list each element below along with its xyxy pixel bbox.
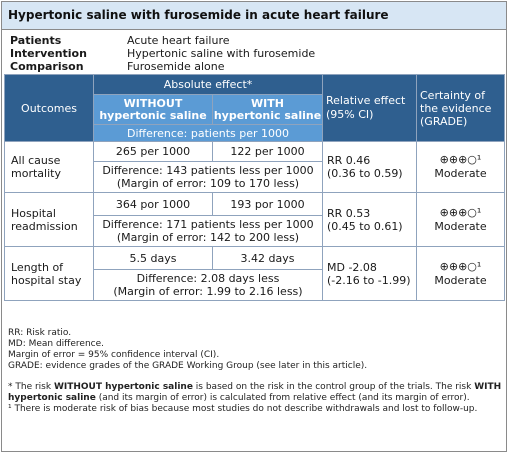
certainty-level: Moderate [434, 219, 487, 233]
pico-value: Hypertonic saline with furosemide [127, 47, 316, 60]
outcome-label: Hospital [11, 206, 56, 220]
difference-margin: (Margin of error: 109 to 170 less) [116, 177, 300, 190]
abbreviation-note: Margin of error = 95% confidence interva… [8, 350, 220, 360]
outcome-cell: Hospital readmission [4, 192, 94, 247]
with-value: 122 per 1000 [212, 141, 323, 162]
pico-label: Comparison [10, 60, 84, 73]
certainty-level: Moderate [434, 273, 487, 287]
outcome-cell: Length of hospital stay [4, 246, 94, 301]
without-value: 364 por 1000 [93, 192, 213, 216]
abbreviation-note: MD: Mean difference. [8, 339, 105, 349]
difference-text: Difference: 2.08 days less [136, 272, 280, 285]
findings-table: Outcomes Absolute effect* Relative effec… [4, 74, 505, 301]
pico-label: Patients [10, 34, 62, 47]
pico-row-comparison: Comparison Furosemide alone [10, 60, 506, 73]
without-value: 5.5 days [93, 246, 213, 270]
header-relative-line: (95% CI) [326, 108, 374, 121]
relative-effect-cell: RR 0.46 (0.36 to 0.59) [322, 141, 417, 193]
difference-cell: Difference: 171 patients less per 1000 (… [93, 215, 323, 247]
header-without: WITHOUT hypertonic saline [93, 94, 213, 125]
relative-ci: (0.45 to 0.61) [327, 219, 403, 233]
relative-effect: RR 0.53 [327, 206, 371, 220]
difference-margin: (Margin of error: 142 to 200 less) [116, 231, 300, 244]
outcome-cell: All cause mortality [4, 141, 94, 193]
pico-row-intervention: Intervention Hypertonic saline with furo… [10, 47, 506, 60]
pico-label: Intervention [10, 47, 87, 60]
with-value: 193 por 1000 [212, 192, 323, 216]
header-certainty-line: (GRADE) [420, 114, 468, 128]
footnote-star: * The risk WITHOUT hypertonic saline is … [8, 382, 502, 403]
footnote-one: ¹ There is moderate risk of bias because… [8, 404, 478, 414]
pico-value: Furosemide alone [127, 60, 225, 73]
difference-text: Difference: 143 patients less per 1000 [102, 164, 314, 177]
relative-effect-cell: MD -2.08 (-2.16 to -1.99) [322, 246, 417, 301]
relative-ci: (-2.16 to -1.99) [327, 273, 411, 287]
difference-cell: Difference: 143 patients less per 1000 (… [93, 161, 323, 193]
header-without-line: hypertonic saline [99, 108, 207, 122]
abbreviation-note: RR: Risk ratio. [8, 328, 72, 338]
outcome-label: mortality [11, 167, 61, 180]
certainty-level: Moderate [434, 167, 487, 180]
outcome-label: hospital stay [11, 273, 82, 287]
relative-effect: MD -2.08 [327, 260, 377, 274]
header-difference: Difference: patients per 1000 [93, 124, 323, 142]
outcome-label: readmission [11, 219, 78, 233]
pico-block: Patients Acute heart failure Interventio… [2, 30, 506, 73]
outcome-label: Length of [11, 260, 64, 274]
abbreviation-note: GRADE: evidence grades of the GRADE Work… [8, 361, 368, 371]
header-certainty: Certainty of the evidence (GRADE) [416, 74, 505, 142]
with-value: 3.42 days [212, 246, 323, 270]
header-with-line: WITH [251, 96, 284, 110]
header-without-line: WITHOUT [123, 96, 183, 110]
header-certainty-line: the evidence [420, 101, 492, 115]
grade-circles-icon: ⊕⊕⊕○¹ [439, 153, 482, 166]
header-relative-effect: Relative effect (95% CI) [322, 74, 417, 142]
table-title: Hypertonic saline with furosemide in acu… [2, 2, 506, 30]
relative-effect-cell: RR 0.53 (0.45 to 0.61) [322, 192, 417, 247]
table-footnotes: RR: Risk ratio. MD: Mean difference. Mar… [8, 328, 502, 415]
relative-ci: (0.36 to 0.59) [327, 167, 403, 180]
header-certainty-line: Certainty of [420, 88, 485, 102]
header-with-line: hypertonic saline [213, 108, 322, 122]
header-relative-line: Relative effect [326, 94, 406, 107]
certainty-cell: ⊕⊕⊕○¹ Moderate [416, 192, 505, 247]
header-with: WITH hypertonic saline [212, 94, 323, 125]
difference-text: Difference: 171 patients less per 1000 [102, 218, 314, 231]
header-outcomes: Outcomes [4, 74, 94, 142]
pico-row-patients: Patients Acute heart failure [10, 34, 506, 47]
relative-effect: RR 0.46 [327, 154, 371, 167]
difference-margin: (Margin of error: 1.99 to 2.16 less) [113, 285, 303, 298]
grade-circles-icon: ⊕⊕⊕○¹ [439, 205, 482, 219]
without-value: 265 per 1000 [93, 141, 213, 162]
certainty-cell: ⊕⊕⊕○¹ Moderate [416, 246, 505, 301]
pico-value: Acute heart failure [127, 34, 230, 47]
difference-cell: Difference: 2.08 days less (Margin of er… [93, 269, 323, 301]
outcome-label: All cause [11, 154, 61, 167]
grade-circles-icon: ⊕⊕⊕○¹ [439, 259, 482, 273]
header-absolute-effect: Absolute effect* [93, 74, 323, 95]
certainty-cell: ⊕⊕⊕○¹ Moderate [416, 141, 505, 193]
